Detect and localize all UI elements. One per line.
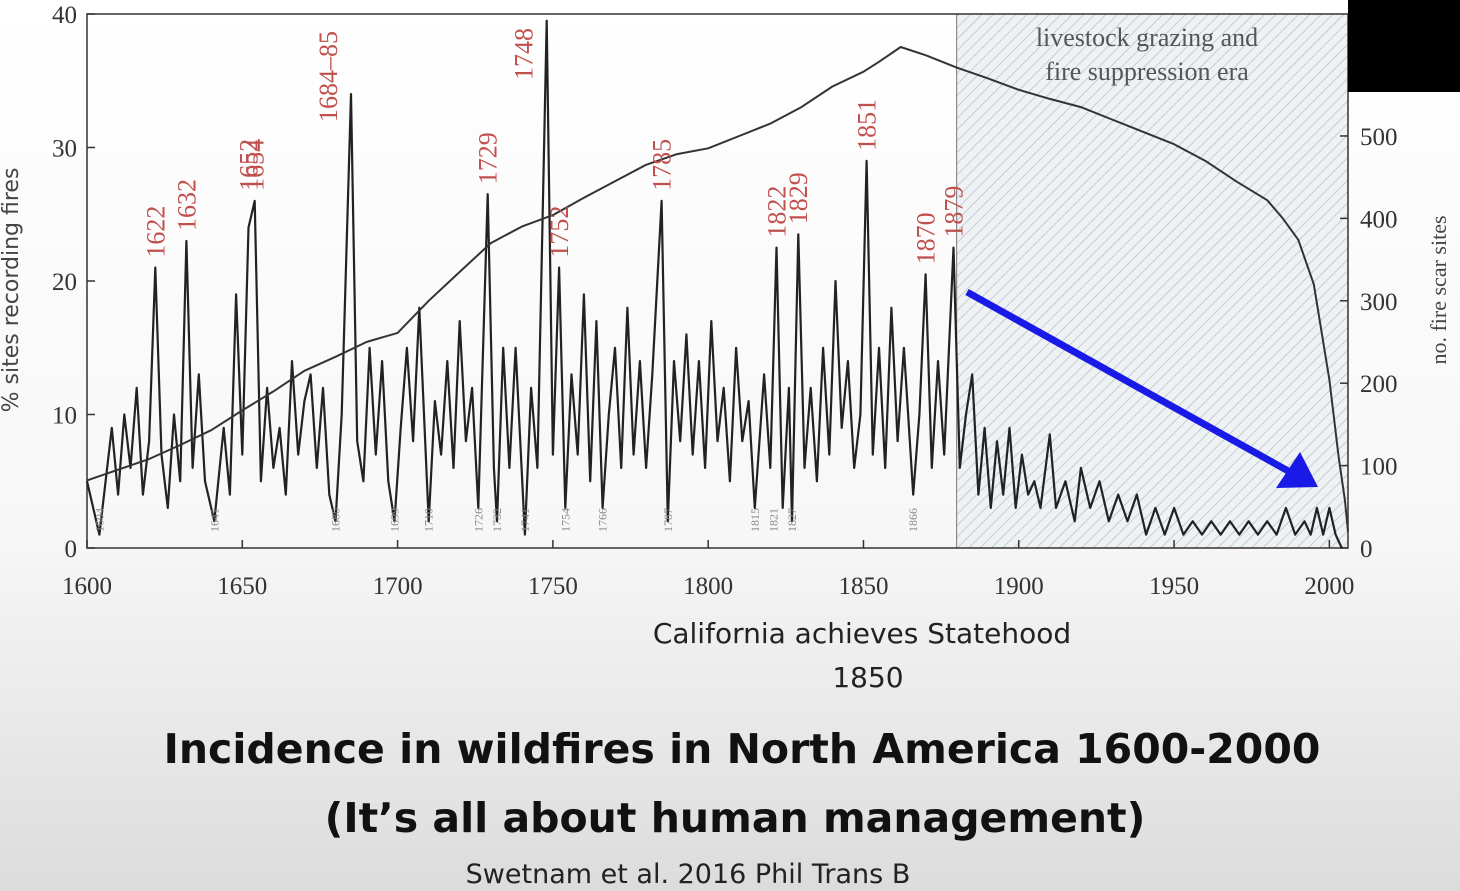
peak-label: 1785 [648,139,677,191]
plot: livestock grazing and fire suppression er… [52,2,1398,600]
y2-tick-label: 500 [1360,124,1398,151]
peak-label: 1851 [853,99,882,151]
y2-tick-label: 100 [1360,454,1398,481]
black-box [1348,0,1460,92]
note-line: California achieves Statehood [653,617,1071,650]
x-tick-label: 1900 [994,573,1044,600]
y-tick-label: 40 [52,2,77,29]
y2-tick-label: 400 [1360,206,1398,233]
x-tick-label: 1600 [62,573,112,600]
peak-label: 1822 [763,186,792,238]
y-tick-label: 10 [52,403,77,430]
x-tick-label: 1650 [217,573,267,600]
era-label: fire suppression era [1045,57,1249,86]
era-label: livestock grazing and [1036,23,1258,52]
low-label: 1827 [785,508,799,532]
y-tick-label: 30 [52,136,77,163]
low-label: 1732 [490,508,504,532]
low-label: 1641 [207,508,221,532]
y-axis-label: % sites recording fires [0,168,24,413]
peak-label: 1622 [141,206,170,258]
y2-tick-label: 0 [1360,536,1373,563]
peak-label: 1748 [510,28,539,80]
y2-tick-label: 200 [1360,371,1398,398]
chart-title: Incidence in wildfires in North America … [164,725,1321,773]
low-label: 1680 [328,508,342,532]
low-label: 1604 [92,508,106,532]
low-label: 1815 [748,508,762,532]
peak-label: 1829 [784,172,813,224]
low-label: 1710 [422,508,436,532]
x-tick-label: 1850 [838,573,888,600]
low-label: 1787 [661,508,675,532]
trend-arrow [965,288,1292,476]
low-label: 1726 [471,508,485,532]
peak-label: 1870 [912,212,941,264]
low-label: 1699 [387,508,401,532]
peak-label: 1752 [545,206,574,258]
chart-subtitle: (It’s all about human management) [325,794,1146,842]
trend-arrow-head [1276,452,1318,488]
low-label: 1821 [766,508,780,532]
peak-label: 1729 [474,132,503,184]
x-tick-label: 1950 [1149,573,1199,600]
y-tick-label: 20 [52,269,77,296]
peak-label: 1684–85 [314,31,343,122]
y2-axis-label: no. fire scar sites [1426,215,1451,364]
note-line: 1850 [832,661,903,694]
x-tick-label: 1800 [683,573,733,600]
x-tick-label: 1700 [373,573,423,600]
low-label: 1741 [518,508,532,532]
x-tick-label: 1750 [528,573,578,600]
peak-label: 1654 [241,139,270,191]
source: Swetnam et al. 2016 Phil Trans B [466,859,911,890]
peak-label: 1632 [172,179,201,231]
low-label: 1766 [596,508,610,532]
fire-line [85,19,1343,549]
peak-label: 1879 [940,186,969,238]
y2-tick-label: 300 [1360,289,1398,316]
low-label: 1866 [906,508,920,532]
y-tick-label: 0 [65,536,78,563]
x-tick-label: 2000 [1304,573,1354,600]
low-label: 1754 [558,508,572,532]
sample-depth-line [86,46,1349,532]
peak-label: 1652 [235,139,264,191]
